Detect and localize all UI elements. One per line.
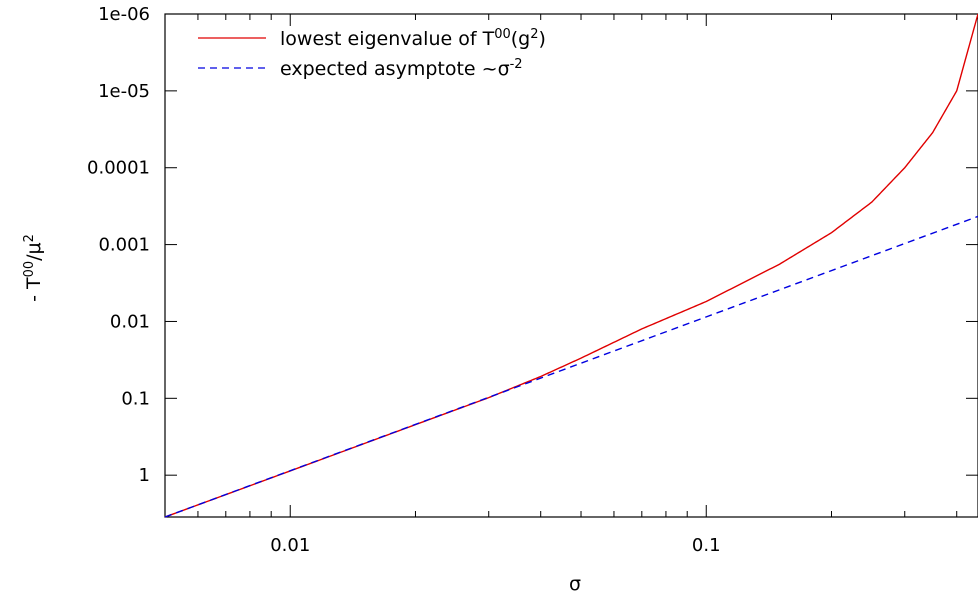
y-tick-label: 1e-06 bbox=[98, 4, 150, 25]
legend-label-eigenvalue-tail-post: ) bbox=[539, 28, 546, 50]
y-tick-labels: 1e-06 1e-05 0.0001 0.001 0.01 0.1 1 bbox=[87, 4, 150, 486]
legend-label-asymptote-text: expected asymptote ~σ bbox=[280, 58, 510, 80]
legend-label-asymptote: expected asymptote ~σ-2 bbox=[280, 57, 523, 81]
legend: lowest eigenvalue of T00(g2) expected as… bbox=[198, 27, 546, 81]
x-tick-label: 0.01 bbox=[270, 535, 310, 556]
plot-frame bbox=[164, 13, 978, 518]
y-tick-label: 0.1 bbox=[121, 388, 150, 409]
y-axis-title-sup1: 00 bbox=[22, 261, 37, 278]
x-tick-label: 0.1 bbox=[692, 535, 721, 556]
y-tick-label: 1 bbox=[139, 465, 150, 486]
series-line-asymptote bbox=[164, 215, 978, 518]
x-axis-title: σ bbox=[569, 573, 581, 595]
y-tick-label: 0.001 bbox=[98, 235, 150, 256]
x-tick-labels: 0.01 0.1 bbox=[270, 535, 720, 556]
legend-label-eigenvalue-text: lowest eigenvalue of T bbox=[280, 28, 495, 50]
y-axis-title: - T00/μ2 bbox=[22, 234, 46, 302]
legend-label-eigenvalue-sup: 00 bbox=[494, 27, 511, 42]
y-tick-label: 1e-05 bbox=[98, 81, 150, 102]
y-tick-label: 0.01 bbox=[110, 311, 150, 332]
legend-label-eigenvalue-tail-sup: 2 bbox=[530, 27, 538, 42]
y-axis-title-mid: /μ bbox=[23, 242, 45, 261]
y-tick-label: 0.0001 bbox=[87, 158, 150, 179]
axis-ticks bbox=[164, 13, 978, 517]
legend-label-eigenvalue-tail-pre: (g bbox=[511, 28, 530, 50]
y-axis-title-sup2: 2 bbox=[22, 234, 37, 242]
series-lines bbox=[164, 13, 978, 518]
y-axis-title-prefix: - T bbox=[23, 277, 45, 302]
series-line-eigenvalue bbox=[164, 13, 978, 518]
legend-label-asymptote-sup: -2 bbox=[510, 57, 523, 72]
legend-label-eigenvalue: lowest eigenvalue of T00(g2) bbox=[280, 27, 546, 51]
